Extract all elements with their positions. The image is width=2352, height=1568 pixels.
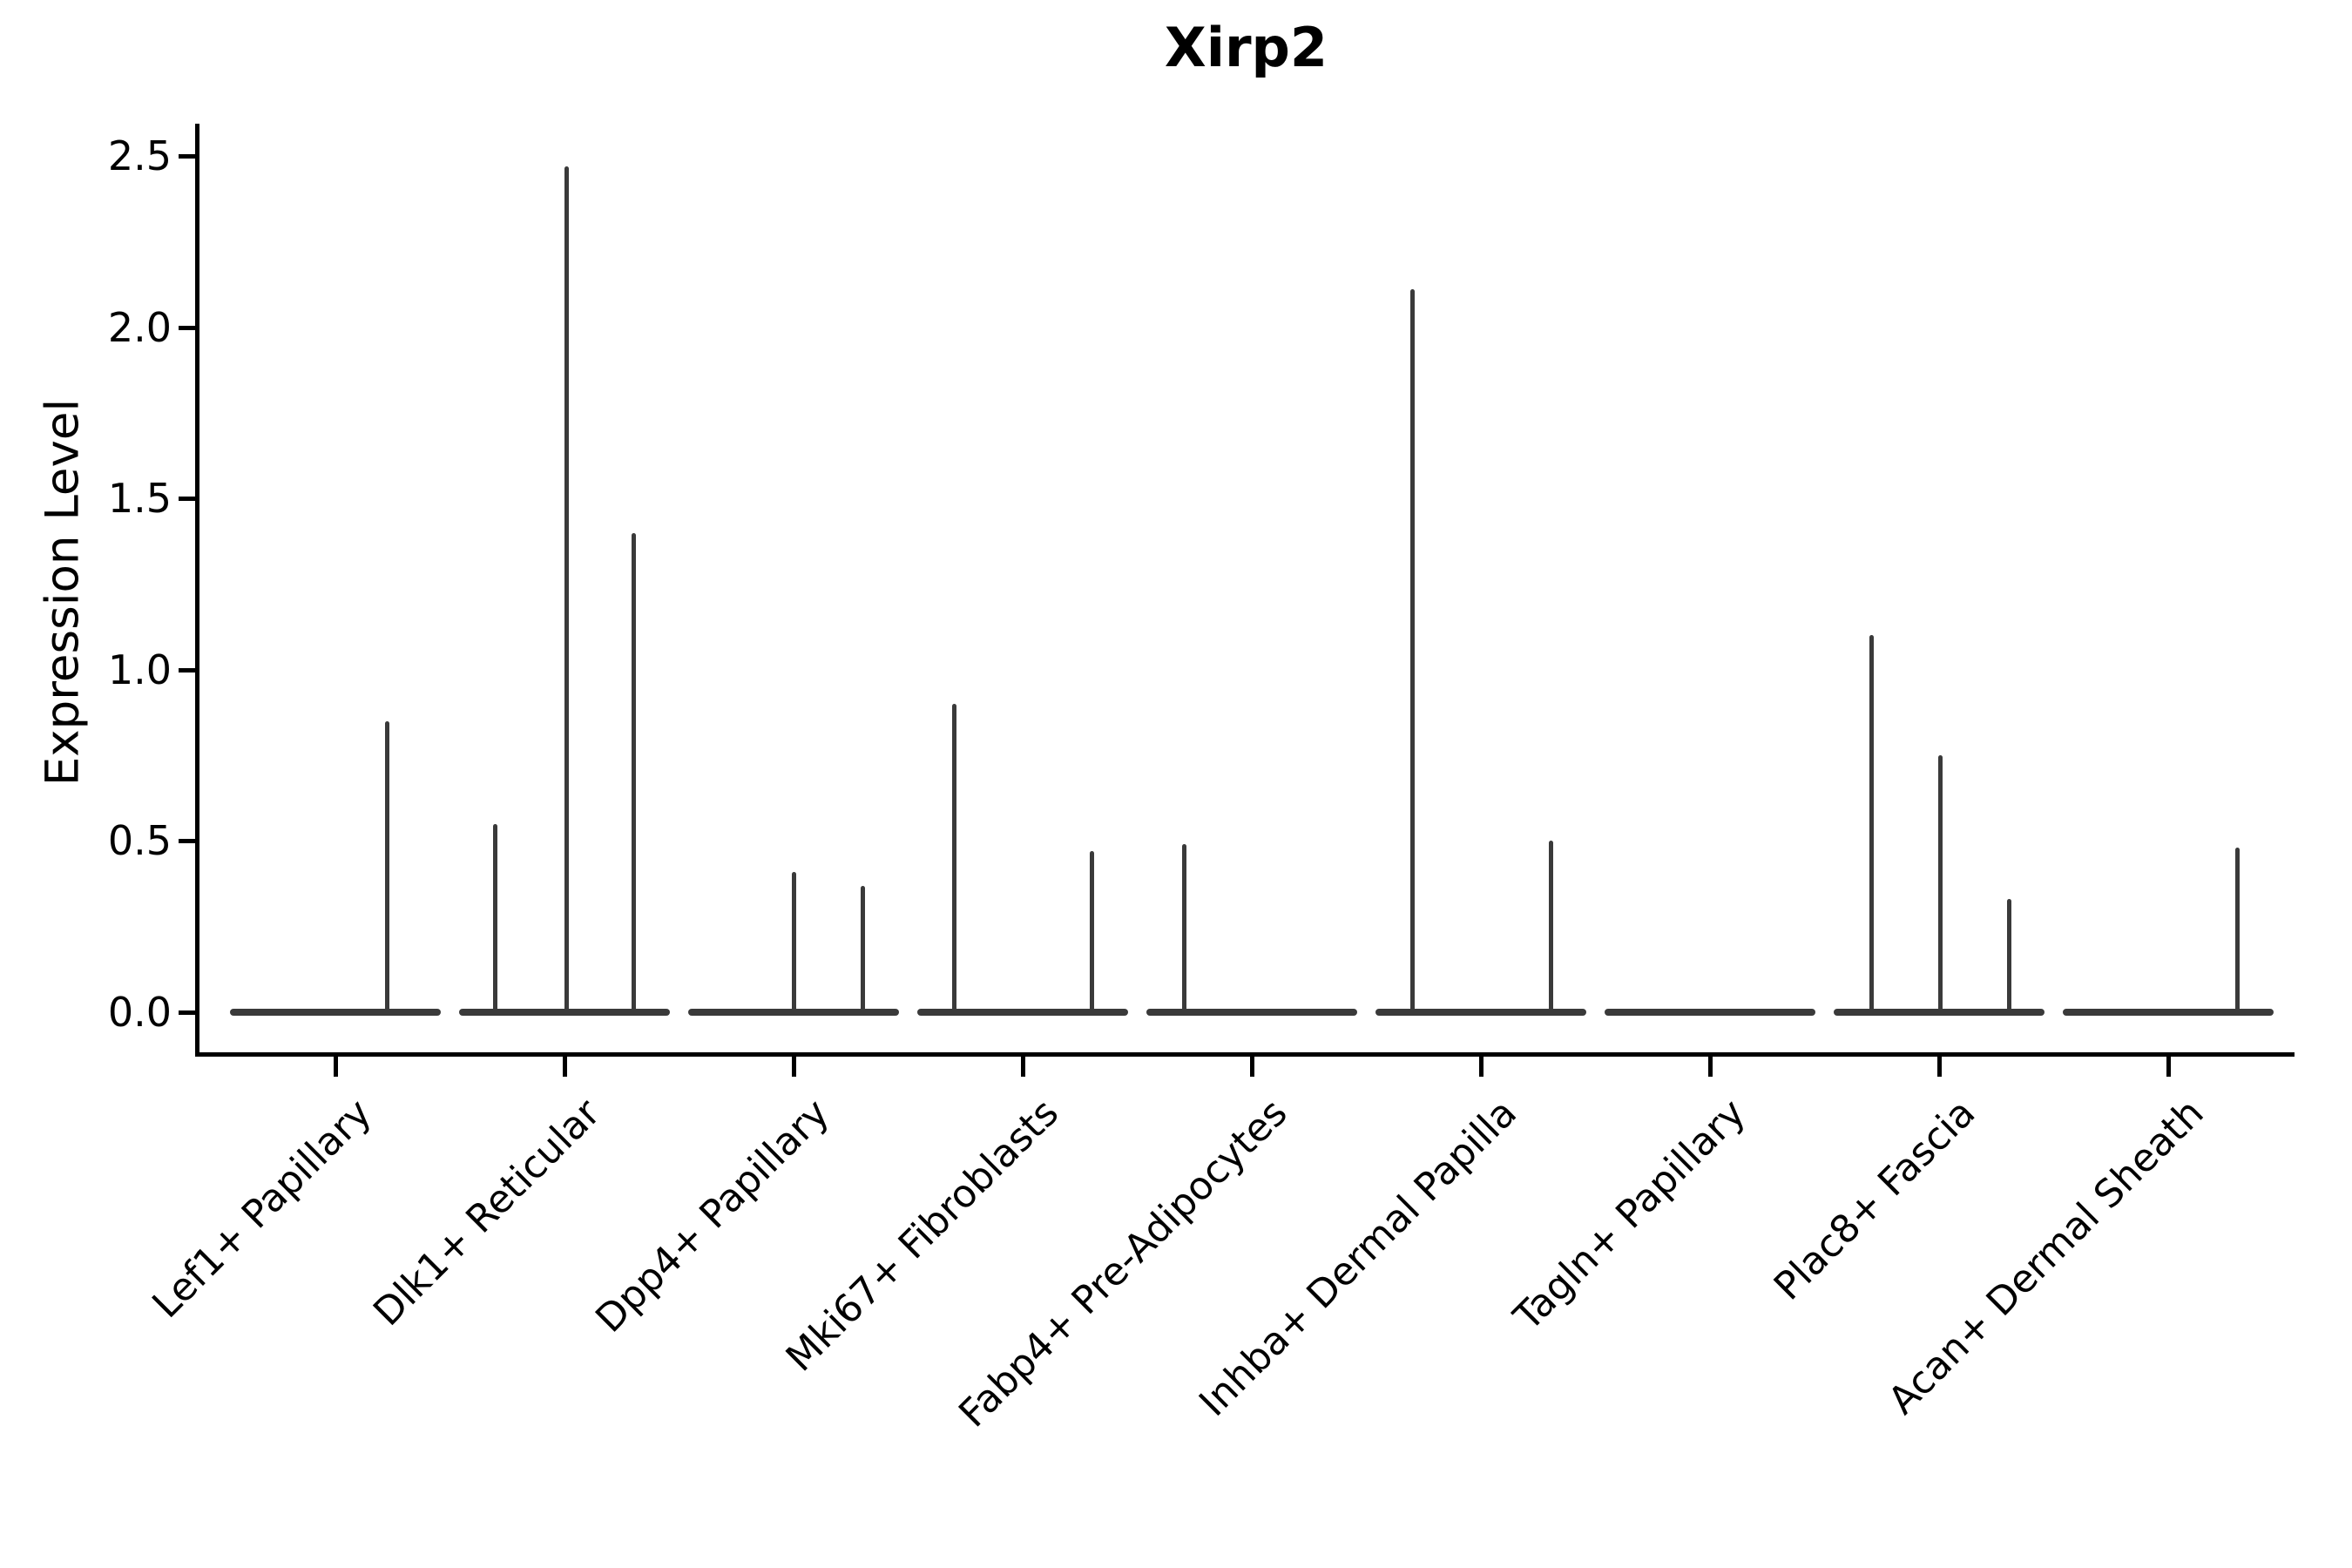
- y-axis-label: Expression Level: [36, 398, 90, 787]
- y-tick-label: 2.0: [107, 303, 172, 351]
- x-axis-spine: [195, 1052, 2295, 1057]
- violin-spike: [861, 885, 865, 1015]
- violin-body: [1146, 1009, 1357, 1016]
- y-tick-label: 1.5: [107, 475, 172, 523]
- x-tick-mark: [792, 1054, 796, 1077]
- violin-spike: [1090, 851, 1094, 1015]
- x-tick-mark: [1479, 1054, 1484, 1077]
- x-tick-mark: [563, 1054, 567, 1077]
- violin-spike: [564, 166, 569, 1015]
- violin-spike: [952, 704, 956, 1015]
- y-axis-spine: [195, 124, 199, 1054]
- x-tick-label: Dlk1+ Reticular: [365, 1091, 610, 1335]
- y-tick-mark: [179, 839, 198, 844]
- violin-spike: [1549, 841, 1553, 1015]
- violin-spike: [1938, 755, 1943, 1015]
- x-tick-label: Tagln+ Papillary: [1505, 1091, 1755, 1340]
- violin-spike: [1869, 635, 1874, 1015]
- x-tick-mark: [1250, 1054, 1254, 1077]
- y-tick-mark: [179, 154, 198, 159]
- violin-spike: [385, 720, 389, 1015]
- x-tick-mark: [1937, 1054, 1942, 1077]
- violin-body: [917, 1009, 1128, 1016]
- x-tick-label: Lef1+ Papillary: [143, 1091, 381, 1328]
- violin-spike: [632, 532, 636, 1015]
- violin-spike: [2007, 899, 2011, 1015]
- y-tick-label: 1.0: [107, 645, 172, 693]
- violin-spike: [1410, 289, 1415, 1015]
- x-tick-mark: [2166, 1054, 2171, 1077]
- chart-title: Xirp2: [1164, 16, 1328, 79]
- y-tick-label: 0.5: [107, 817, 172, 865]
- violin-body: [1375, 1009, 1586, 1016]
- violin-body: [1605, 1009, 1815, 1016]
- violin-body: [2063, 1009, 2274, 1016]
- violin-spike: [2235, 848, 2240, 1015]
- y-tick-mark: [179, 667, 198, 672]
- y-tick-mark: [179, 497, 198, 502]
- x-tick-mark: [334, 1054, 338, 1077]
- x-tick-mark: [1708, 1054, 1713, 1077]
- y-tick-label: 2.5: [107, 132, 172, 179]
- x-tick-label: Plac8+ Fascia: [1765, 1091, 1984, 1309]
- violin-spike: [1182, 844, 1186, 1015]
- violin-spike: [792, 871, 796, 1015]
- x-tick-label: Dpp4+ Papillary: [587, 1091, 839, 1342]
- y-tick-label: 0.0: [107, 989, 172, 1036]
- x-tick-mark: [1021, 1054, 1025, 1077]
- y-tick-mark: [179, 325, 198, 330]
- violin-spike: [493, 823, 497, 1015]
- y-tick-mark: [179, 1010, 198, 1015]
- violin-body: [230, 1009, 441, 1016]
